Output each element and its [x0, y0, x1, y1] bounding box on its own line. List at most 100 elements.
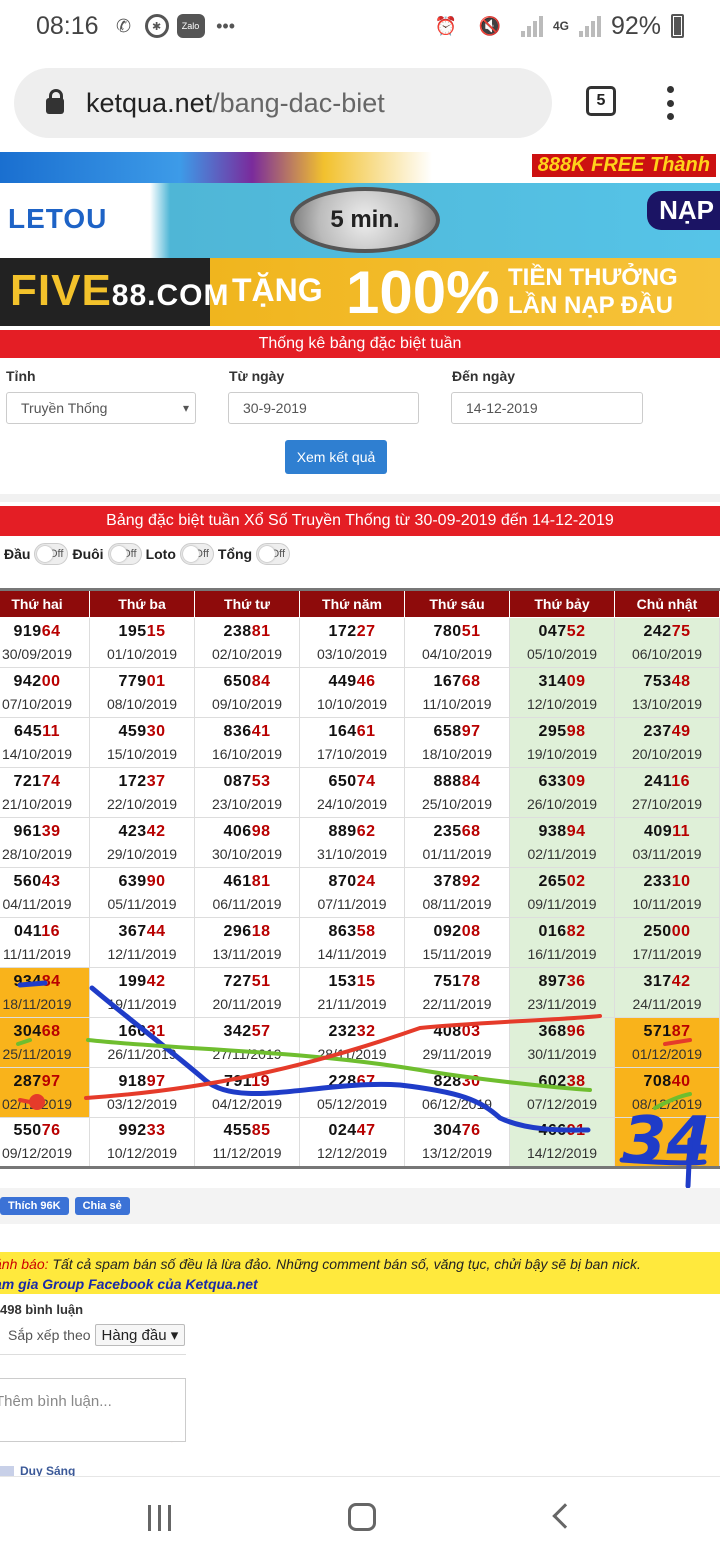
result-last-two-digits: 31: [146, 1022, 166, 1040]
result-number: 96139: [13, 822, 61, 840]
result-cell: 37892 08/11/2019: [404, 867, 510, 918]
result-date: 10/11/2019: [632, 895, 702, 912]
result-number: 37892: [433, 872, 481, 890]
result-number: 26502: [538, 872, 586, 890]
result-date: 19/11/2019: [107, 995, 177, 1012]
home-icon[interactable]: [348, 1503, 376, 1531]
result-number: 46181: [223, 872, 271, 890]
toggle-dau[interactable]: Off: [34, 543, 69, 565]
result-last-two-digits: 42: [146, 822, 166, 840]
browser-toolbar: ketqua.net/bang-dac-biet 5: [0, 52, 720, 152]
result-date: 11/12/2019: [212, 1145, 282, 1161]
address-bar[interactable]: ketqua.net/bang-dac-biet: [14, 68, 552, 138]
result-date: 03/12/2019: [106, 1095, 178, 1112]
result-cell: 83641 16/10/2019: [194, 717, 300, 768]
result-last-two-digits: 38: [566, 1072, 586, 1090]
toggle-loto[interactable]: Off: [179, 543, 214, 565]
result-number: 23232: [328, 1022, 376, 1040]
result-date: 12/12/2019: [316, 1145, 388, 1161]
url-path: /bang-dac-biet: [212, 87, 385, 118]
result-cell: 64511 14/10/2019: [0, 717, 90, 768]
avatar: [0, 1465, 14, 1478]
result-number: 24275: [643, 622, 691, 640]
facebook-share-button[interactable]: Chia sẻ: [74, 1197, 130, 1215]
warning-prefix: ảnh báo:: [0, 1256, 49, 1272]
result-last-two-digits: 30: [146, 722, 166, 740]
result-last-two-digits: 46: [356, 672, 376, 690]
result-number: 29618: [223, 922, 271, 940]
result-last-two-digits: 49: [671, 722, 691, 740]
deposit-badge: NẠP: [647, 191, 720, 230]
from-date-input[interactable]: 30-9-2019: [228, 392, 419, 424]
result-last-two-digits: 74: [41, 772, 61, 790]
column-header: Chủ nhật: [614, 589, 720, 618]
result-last-two-digits: 11: [42, 722, 61, 740]
result-number: 65897: [433, 722, 481, 740]
view-results-button[interactable]: Xem kết quả: [285, 440, 387, 474]
result-date: 01/10/2019: [106, 645, 178, 662]
result-last-two-digits: 58: [356, 922, 376, 940]
tab-switcher-button[interactable]: 5: [586, 86, 616, 116]
result-number: 23310: [643, 872, 691, 890]
five88-logo: FIVE88.COM: [10, 266, 230, 315]
result-cell: 88884 25/10/2019: [404, 767, 510, 818]
result-cell: 45930 15/10/2019: [89, 717, 195, 768]
province-select[interactable]: Truyền Thống: [6, 392, 196, 424]
result-date: 26/10/2019: [526, 795, 598, 812]
result-number: 34257: [223, 1022, 271, 1040]
facebook-group-link[interactable]: am gia Group Facebook của Ketqua.net: [0, 1276, 258, 1292]
recent-apps-icon[interactable]: [148, 1505, 171, 1531]
result-last-two-digits: 15: [146, 622, 166, 640]
result-date: 17/10/2019: [316, 745, 388, 762]
comment-author[interactable]: Duy Sáng: [0, 1464, 75, 1478]
result-number: 24116: [643, 772, 691, 790]
compass-icon: ✱: [144, 14, 169, 38]
alarm-icon: ⏰: [434, 15, 458, 36]
back-icon[interactable]: [552, 1503, 578, 1529]
comment-input[interactable]: Thêm bình luận...: [0, 1378, 186, 1442]
result-number: 36896: [538, 1022, 586, 1040]
table-row: 91964 30/09/2019 19515 01/10/2019 23881 02/10…: [0, 617, 720, 668]
result-cell: 17237 22/10/2019: [89, 767, 195, 818]
result-last-two-digits: 30: [461, 1072, 481, 1090]
toggle-tong[interactable]: Off: [256, 543, 291, 565]
result-date: 20/10/2019: [631, 745, 703, 762]
result-date: 01/11/2019: [422, 845, 492, 862]
to-date-input[interactable]: 14-12-2019: [451, 392, 643, 424]
overflow-menu-icon[interactable]: [664, 86, 676, 120]
result-date: 09/11/2019: [527, 895, 597, 912]
result-cell: 15315 21/11/2019: [299, 967, 405, 1018]
result-cell: 88962 31/10/2019: [299, 817, 405, 868]
ad-banner-fun88[interactable]: 888K FREE Thành: [0, 152, 720, 183]
comment-count: 498 bình luận: [0, 1302, 84, 1317]
ad-banner-letou[interactable]: LETOU 5 min. NẠP: [0, 183, 720, 258]
result-date: 09/10/2019: [211, 695, 283, 712]
sort-select[interactable]: Hàng đầu ▾: [94, 1324, 186, 1346]
result-number: 77901: [118, 672, 166, 690]
result-date: 02/10/2019: [211, 645, 283, 662]
result-date: 14/12/2019: [526, 1145, 598, 1161]
result-last-two-digits: 94: [566, 822, 586, 840]
toggle-duoi[interactable]: Off: [107, 543, 142, 565]
result-cell: 56043 04/11/2019: [0, 867, 90, 918]
result-number: 56043: [13, 872, 61, 890]
result-date: 03/10/2019: [316, 645, 388, 662]
result-cell: 79119 04/12/2019: [194, 1067, 300, 1118]
result-number: 31409: [538, 672, 586, 690]
result-number: 60238: [538, 1072, 586, 1090]
result-cell: 55076 09/12/2019: [0, 1117, 90, 1168]
facebook-like-button[interactable]: Thích 96K: [0, 1197, 69, 1215]
result-number: 31742: [643, 972, 691, 990]
result-last-two-digits: 11: [672, 822, 691, 840]
result-number: 86358: [328, 922, 376, 940]
result-last-two-digits: 27: [356, 622, 376, 640]
result-date: 29/11/2019: [422, 1045, 492, 1062]
social-bar: Thích 96K Chia sẻ: [0, 1188, 720, 1224]
result-date: 15/11/2019: [422, 945, 492, 962]
result-date: 09/12/2019: [1, 1145, 73, 1161]
ad-banner-five88[interactable]: FIVE88.COM TẶNG 100% TIỀN THƯỞNG LẦN NẠP …: [0, 258, 720, 326]
result-cell: 63309 26/10/2019: [509, 767, 615, 818]
result-cell: 40911 03/11/2019: [614, 817, 720, 868]
result-last-two-digits: 90: [146, 872, 166, 890]
result-number: 57187: [643, 1022, 691, 1040]
